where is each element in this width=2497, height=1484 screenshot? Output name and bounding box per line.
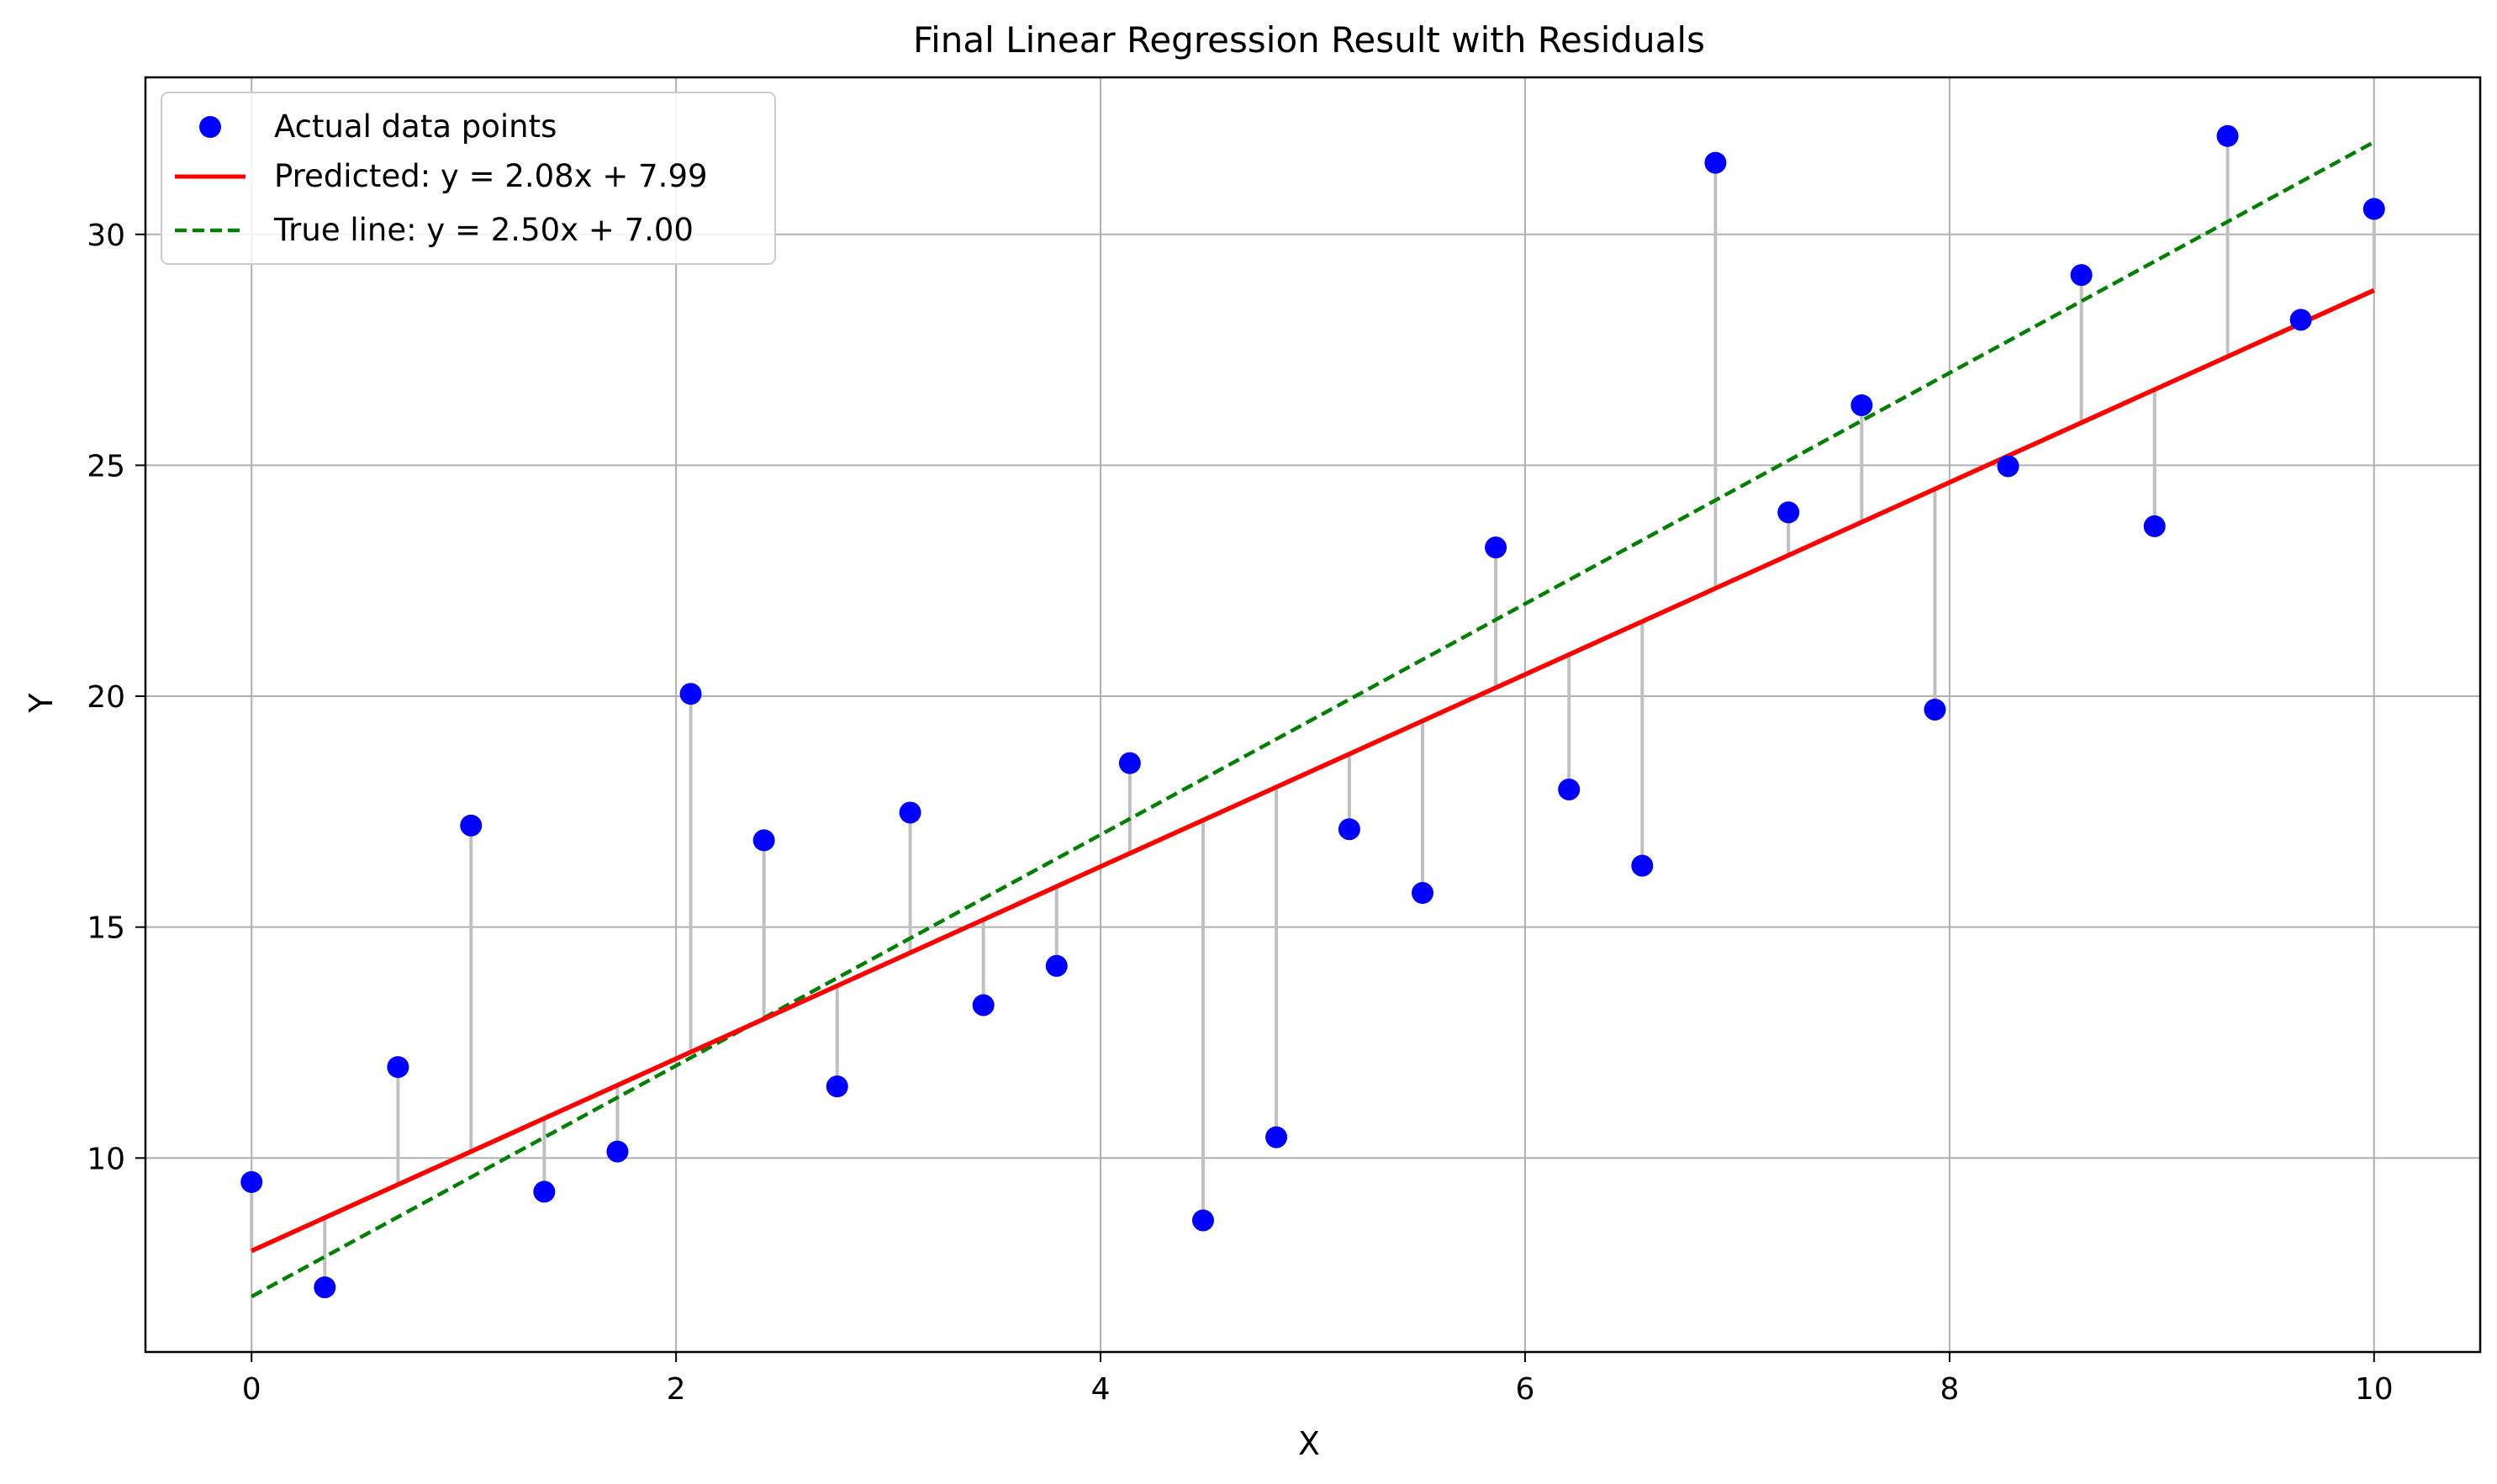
predicted-line [251, 288, 2375, 1254]
data-point [1850, 393, 1873, 416]
data-point [1631, 854, 1654, 877]
data-point [899, 801, 921, 824]
chart-title: Final Linear Regression Result with Resi… [913, 19, 1705, 61]
data-point [2070, 264, 2093, 287]
data-point [387, 1056, 409, 1079]
y-axis-label: Y [23, 693, 60, 714]
axis-ticks: 0 2 4 6 8 10 10 15 20 25 30 [87, 219, 2393, 1407]
data-point [606, 1140, 629, 1163]
legend-label-actual-points: Actual data points [274, 108, 557, 145]
y-tick-label: 30 [87, 219, 125, 253]
regression-lines [251, 140, 2375, 1299]
legend-marker-actual-points [199, 116, 221, 138]
data-point [1558, 778, 1581, 800]
true-line [251, 140, 2375, 1299]
y-tick-label: 10 [87, 1142, 125, 1176]
plot-area-frame [144, 76, 2482, 1354]
data-point [752, 829, 775, 852]
x-axis-label: X [1298, 1425, 1320, 1462]
x-tick-label: 8 [1940, 1372, 1959, 1407]
data-point [1924, 698, 1946, 721]
y-tick-label: 15 [87, 911, 125, 946]
x-tick-label: 6 [1516, 1372, 1535, 1407]
data-point [679, 683, 702, 705]
residual-lines [250, 135, 2376, 1288]
data-point [1045, 954, 1068, 977]
data-point [972, 994, 995, 1017]
data-point [2143, 515, 2166, 537]
data-point [2289, 309, 2312, 331]
y-tick-label: 25 [87, 449, 125, 483]
data-point [1338, 818, 1360, 841]
data-point [1191, 1209, 1214, 1232]
y-tick-label: 20 [87, 680, 125, 715]
data-point [1412, 882, 1434, 905]
x-tick-label: 0 [242, 1372, 261, 1407]
legend-label-predicted-line: Predicted: y = 2.08x + 7.99 [274, 158, 708, 194]
legend: Actual data points Predicted: y = 2.08x … [161, 92, 776, 265]
data-point [1997, 455, 2019, 478]
data-point [533, 1180, 556, 1203]
data-point [314, 1276, 336, 1299]
x-tick-label: 4 [1091, 1372, 1111, 1407]
data-point [460, 814, 483, 837]
x-tick-label: 2 [667, 1372, 686, 1407]
grid-lines [145, 77, 2480, 1352]
data-point [826, 1075, 848, 1098]
legend-label-true-line: True line: y = 2.50x + 7.00 [273, 212, 694, 248]
data-point [1118, 752, 1141, 774]
data-point [1265, 1126, 1288, 1149]
data-point [240, 1170, 263, 1193]
data-point [1485, 536, 1507, 559]
x-tick-label: 10 [2355, 1372, 2394, 1407]
data-point [2362, 198, 2385, 220]
data-points [240, 124, 2385, 1299]
data-point [1777, 501, 1800, 524]
data-point [2216, 124, 2239, 147]
legend-box [161, 92, 776, 265]
data-point [1704, 151, 1727, 174]
